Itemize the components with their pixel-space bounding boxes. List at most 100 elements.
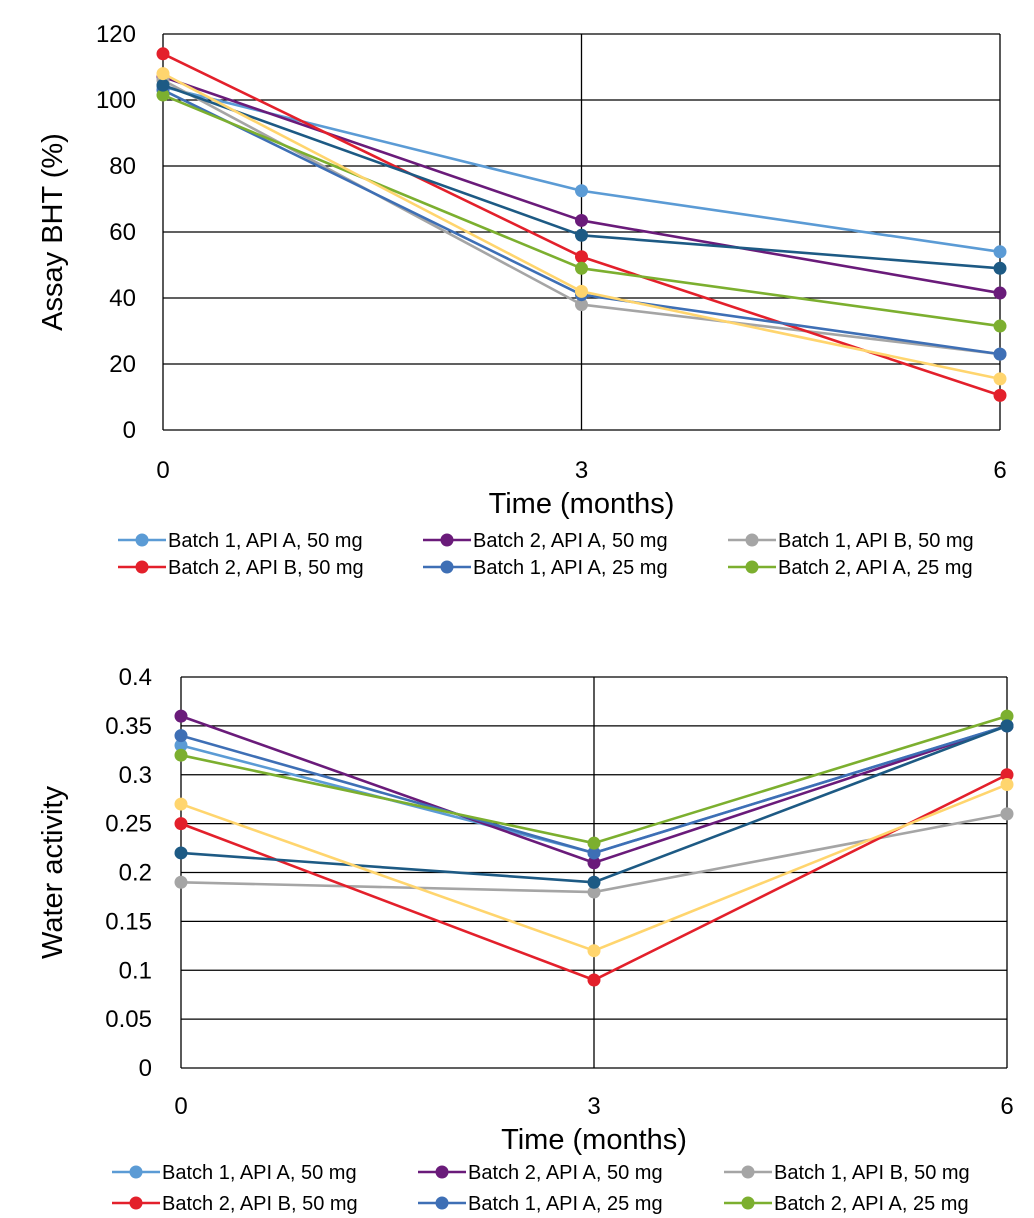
water-legend-marker bbox=[129, 1165, 143, 1179]
assay-legend-label: Batch 2, API B, 50 mg bbox=[168, 557, 364, 579]
assay-data-point bbox=[993, 245, 1007, 259]
assay-legend: Batch 1, API A, 50 mg Batch 2, API A, 50 … bbox=[118, 530, 974, 579]
water-data-point bbox=[174, 846, 188, 860]
water-data-point bbox=[587, 875, 601, 889]
assay-data-point bbox=[156, 88, 170, 102]
water-ytick-label: 0.2 bbox=[119, 860, 152, 887]
water-activity-chart: 0 0.05 0.1 0.15 0.2 0.25 0.3 0.35 0.4 0 3 6 Time (mo… bbox=[0, 640, 1034, 1218]
assay-legend-item: Batch 1, API A, 50 mg bbox=[118, 530, 363, 552]
assay-data-point bbox=[993, 388, 1007, 402]
water-activity-chart-svg: 0 0.05 0.1 0.15 0.2 0.25 0.3 0.35 0.4 0 3 6 Time (mo… bbox=[37, 664, 1014, 1215]
water-legend-label: Batch 1, API A, 25 mg bbox=[468, 1193, 663, 1215]
assay-legend-item: Batch 2, API A, 50 mg bbox=[423, 530, 668, 552]
assay-legend-marker bbox=[745, 533, 759, 547]
assay-xtick-label: 6 bbox=[993, 457, 1006, 484]
assay-xtick-label: 0 bbox=[156, 457, 169, 484]
water-gridlines bbox=[180, 676, 1008, 1069]
assay-ytick-label: 40 bbox=[109, 285, 136, 312]
assay-data-point bbox=[575, 213, 588, 227]
water-data-point bbox=[1000, 807, 1014, 821]
assay-legend-item: Batch 1, API A, 25 mg bbox=[423, 557, 668, 579]
water-ytick-label: 0.35 bbox=[105, 713, 152, 740]
water-data-point bbox=[587, 885, 601, 899]
assay-data-point bbox=[575, 184, 588, 198]
assay-ytick-label: 100 bbox=[96, 87, 136, 114]
assay-legend-item: Batch 2, API A, 25 mg bbox=[728, 557, 973, 579]
water-data-point bbox=[587, 973, 601, 987]
water-data-point bbox=[1000, 719, 1014, 733]
assay-legend-marker bbox=[440, 533, 454, 547]
water-series-5 bbox=[174, 709, 1014, 850]
assay-legend-label: Batch 2, API A, 25 mg bbox=[778, 557, 973, 579]
assay-series-6 bbox=[156, 78, 1007, 275]
assay-legend-label: Batch 1, API A, 50 mg bbox=[168, 530, 363, 552]
assay-ytick-label: 60 bbox=[109, 219, 136, 246]
water-legend-label: Batch 1, API B, 50 mg bbox=[774, 1162, 970, 1184]
assay-legend-marker bbox=[440, 560, 454, 574]
assay-data-point bbox=[575, 284, 588, 298]
assay-y-axis-title: Assay BHT (%) bbox=[37, 133, 69, 331]
water-data-point bbox=[587, 944, 601, 958]
water-legend-label: Batch 2, API B, 50 mg bbox=[162, 1193, 358, 1215]
water-data-point bbox=[174, 748, 188, 762]
water-x-axis-title: Time (months) bbox=[501, 1124, 687, 1156]
water-ytick-label: 0.1 bbox=[119, 957, 152, 984]
assay-legend-label: Batch 2, API A, 50 mg bbox=[473, 530, 668, 552]
assay-data-point bbox=[993, 261, 1007, 275]
water-ytick-label: 0.25 bbox=[105, 811, 152, 838]
assay-legend-item: Batch 2, API B, 50 mg bbox=[118, 557, 364, 579]
water-ytick-label: 0.15 bbox=[105, 908, 152, 935]
water-data-point bbox=[1000, 768, 1014, 782]
assay-data-point bbox=[993, 319, 1007, 333]
water-legend-item: Batch 2, API A, 50 mg bbox=[418, 1162, 663, 1184]
assay-data-point bbox=[156, 47, 170, 61]
water-legend-item: Batch 1, API B, 50 mg bbox=[724, 1162, 970, 1184]
assay-legend-marker bbox=[745, 560, 759, 574]
water-xtick-label: 0 bbox=[174, 1093, 187, 1120]
assay-data-point bbox=[993, 347, 1007, 361]
water-legend-label: Batch 2, API A, 50 mg bbox=[468, 1162, 663, 1184]
water-legend-item: Batch 1, API A, 25 mg bbox=[418, 1193, 663, 1215]
water-series-7 bbox=[174, 778, 1014, 958]
water-legend-marker bbox=[741, 1196, 755, 1210]
water-data-point bbox=[1000, 709, 1014, 723]
water-data-point bbox=[587, 836, 601, 850]
water-legend-marker bbox=[129, 1196, 143, 1210]
water-xtick-label: 6 bbox=[1000, 1093, 1013, 1120]
assay-data-point bbox=[156, 78, 170, 92]
assay-legend-marker bbox=[135, 533, 149, 547]
assay-legend-marker bbox=[135, 560, 149, 574]
assay-legend-label: Batch 1, API B, 50 mg bbox=[778, 530, 974, 552]
water-data-point bbox=[587, 856, 601, 870]
water-legend-label: Batch 2, API A, 25 mg bbox=[774, 1193, 969, 1215]
assay-ytick-label: 120 bbox=[96, 21, 136, 48]
water-y-axis-title: Water activity bbox=[37, 786, 69, 959]
water-legend: Batch 1, API A, 50 mg Batch 2, API A, 50 … bbox=[112, 1162, 970, 1215]
water-data-point bbox=[174, 738, 188, 752]
water-data-point bbox=[587, 846, 601, 860]
water-legend-item: Batch 2, API A, 25 mg bbox=[724, 1193, 969, 1215]
assay-series-7 bbox=[156, 67, 1007, 386]
assay-legend-label: Batch 1, API A, 25 mg bbox=[473, 557, 668, 579]
water-ytick-label: 0 bbox=[139, 1055, 152, 1082]
water-data-point bbox=[174, 729, 188, 743]
assay-x-axis-title: Time (months) bbox=[489, 488, 675, 520]
water-ytick-label: 0.05 bbox=[105, 1006, 152, 1033]
assay-data-point bbox=[575, 250, 588, 264]
assay-data-point bbox=[156, 67, 170, 81]
assay-xtick-label: 3 bbox=[575, 457, 588, 484]
water-series-3 bbox=[174, 768, 1014, 987]
assay-ytick-label: 20 bbox=[109, 351, 136, 378]
assay-data-point bbox=[575, 228, 588, 242]
assay-ytick-label: 80 bbox=[109, 153, 136, 180]
assay-legend-item: Batch 1, API B, 50 mg bbox=[728, 530, 974, 552]
water-data-point bbox=[174, 817, 188, 831]
water-data-point bbox=[174, 797, 188, 811]
water-data-point bbox=[174, 709, 188, 723]
assay-data-point bbox=[575, 298, 588, 312]
water-data-point bbox=[174, 875, 188, 889]
water-legend-marker bbox=[741, 1165, 755, 1179]
water-legend-marker bbox=[435, 1165, 449, 1179]
water-legend-label: Batch 1, API A, 50 mg bbox=[162, 1162, 357, 1184]
water-xtick-label: 3 bbox=[587, 1093, 600, 1120]
